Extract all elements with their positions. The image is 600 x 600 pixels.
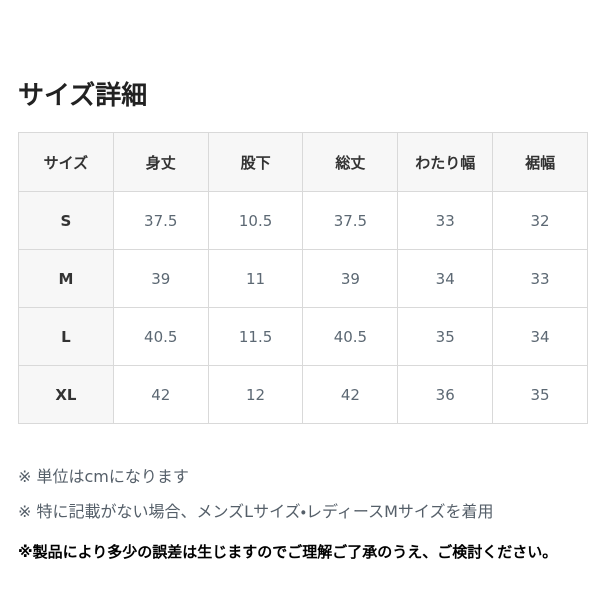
column-header: 身丈 [112,132,209,192]
size-cell: L [18,307,114,366]
size-cell: XL [18,365,114,424]
column-header: 裾幅 [492,132,588,192]
size-table-body: S 37.5 10.5 37.5 33 32 M 39 11 39 34 33 L 40.5 11.5 40.… [18,191,588,424]
value-cell: 35 [492,365,588,424]
value-cell: 39 [112,249,209,308]
column-header: わたり幅 [397,132,494,192]
value-cell: 12 [207,365,304,424]
value-cell: 39 [302,249,399,308]
table-row: S 37.5 10.5 37.5 33 32 [18,191,588,250]
note-tolerance: ※製品により多少の誤差は生じますのでご理解ご了承のうえ、ご検討ください。 [18,543,558,561]
value-cell: 11.5 [207,307,304,366]
size-table-head: サイズ 身丈 股下 総丈 わたり幅 裾幅 [18,132,588,192]
table-row: L 40.5 11.5 40.5 35 34 [18,307,588,366]
value-cell: 36 [397,365,494,424]
column-header: 股下 [207,132,304,192]
table-row: XL 42 12 42 36 35 [18,365,588,424]
note-model-size: ※ 特に記載がない場合、メンズLサイズ・レディースMサイズを着用 [18,502,494,521]
size-cell: S [18,191,114,250]
section-title: サイズ詳細 [18,81,148,111]
size-cell: M [18,249,114,308]
value-cell: 33 [492,249,588,308]
value-cell: 11 [207,249,304,308]
value-cell: 40.5 [302,307,399,366]
value-cell: 34 [397,249,494,308]
value-cell: 32 [492,191,588,250]
note-unit: ※ 単位はcmになります [18,467,189,486]
value-cell: 37.5 [112,191,209,250]
value-cell: 37.5 [302,191,399,250]
size-table: サイズ 身丈 股下 総丈 わたり幅 裾幅 S 37.5 10.5 37.5 33 32 M 39 11 39… [18,132,588,424]
column-header: サイズ [18,132,114,192]
value-cell: 42 [112,365,209,424]
value-cell: 35 [397,307,494,366]
value-cell: 34 [492,307,588,366]
notes: ※ 単位はcmになります ※ 特に記載がない場合、メンズLサイズ・レディースMサ… [18,466,588,563]
table-header-row: サイズ 身丈 股下 総丈 わたり幅 裾幅 [18,132,588,192]
value-cell: 40.5 [112,307,209,366]
table-row: M 39 11 39 34 33 [18,249,588,308]
value-cell: 33 [397,191,494,250]
value-cell: 10.5 [207,191,304,250]
column-header: 総丈 [302,132,399,192]
value-cell: 42 [302,365,399,424]
